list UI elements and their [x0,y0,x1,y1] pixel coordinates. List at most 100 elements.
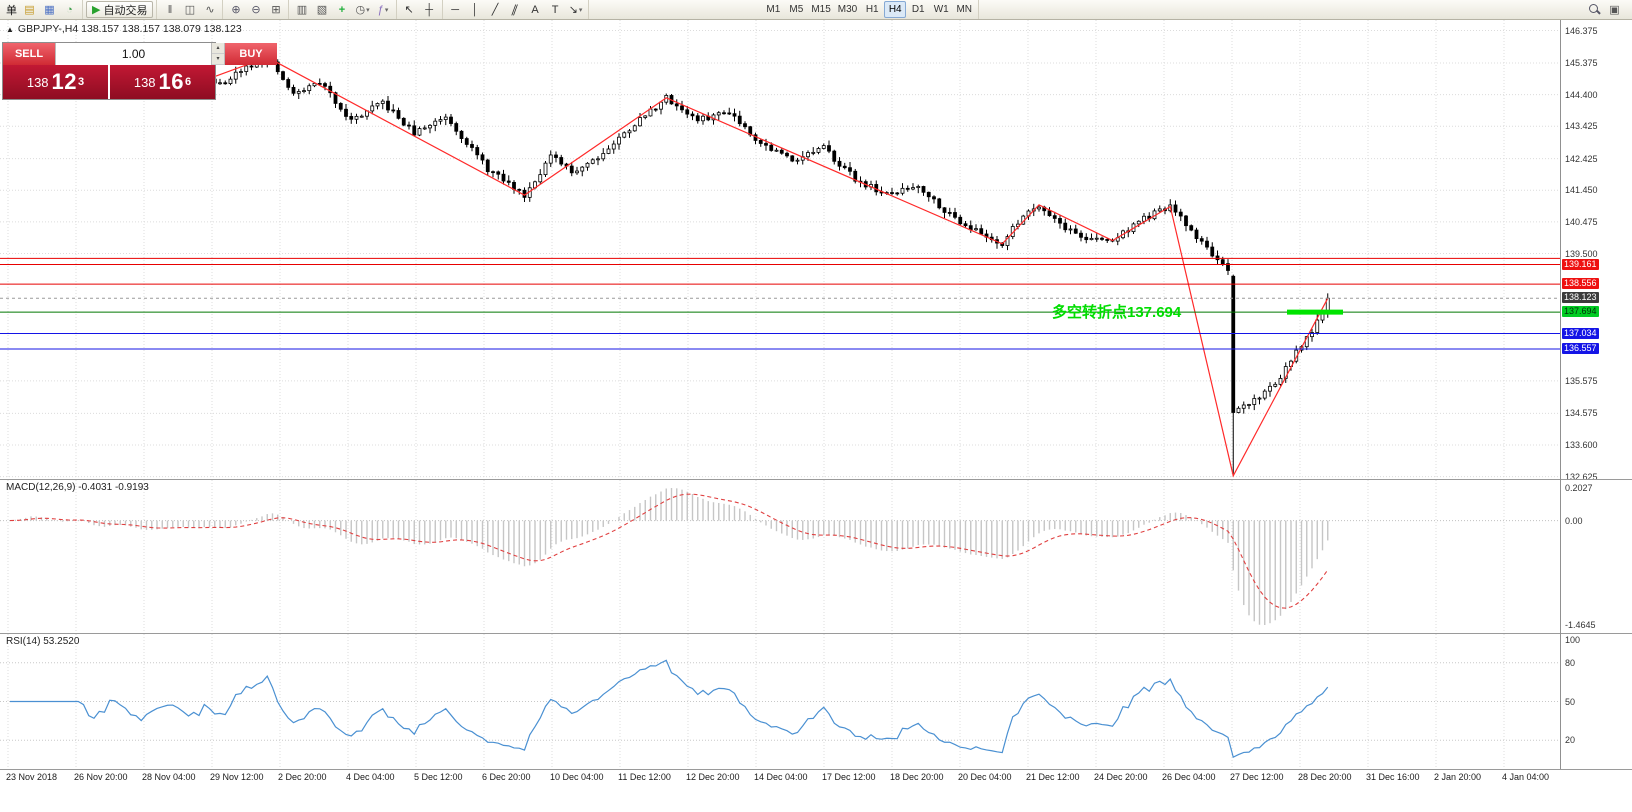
line-chart-icon[interactable]: ∿ [205,4,215,16]
crosshair-icon[interactable]: ┼ [425,3,433,16]
cursor-group: ↖ ┼ [397,0,443,19]
tf-m1-button[interactable]: M1 [766,4,781,15]
panel-separator[interactable] [0,633,1632,634]
volume-input[interactable] [56,43,211,65]
time-axis-label: 10 Dec 04:00 [550,772,604,782]
time-axis-label: 20 Dec 04:00 [958,772,1012,782]
buy-price-display[interactable]: 138 16 6 [110,65,215,99]
search-icon[interactable] [1585,1,1604,18]
autotrading-button[interactable]: ▶ 自动交易 [86,1,154,18]
tf-h4-button[interactable]: H4 [884,1,907,18]
axis-tick-label: 146.375 [1565,25,1598,36]
panel-separator[interactable] [0,479,1632,480]
tf-m5-button[interactable]: M5 [789,4,804,15]
time-axis-label: 29 Nov 12:00 [210,772,264,782]
arrows-icon[interactable]: ↘ ▾ [568,4,583,16]
time-axis-label: 28 Nov 04:00 [142,772,196,782]
axis-tick-label: 144.400 [1565,89,1598,100]
tf-m30-button[interactable]: M30 [837,4,858,15]
chart-window-icon[interactable]: ▦ [44,4,55,16]
tile-windows-icon[interactable]: ▥ [296,4,308,16]
time-axis-label: 26 Nov 20:00 [74,772,128,782]
axis-tick-label: 145.375 [1565,57,1598,68]
grid-icon[interactable]: ⊞ [271,4,281,16]
new-chart-icon[interactable]: + [338,3,346,16]
axis-tick-label: 143.425 [1565,121,1598,132]
tf-h1-button[interactable]: H1 [865,4,879,15]
zoom-out-icon[interactable]: ⊖ [251,4,261,16]
time-axis-label: 14 Dec 04:00 [754,772,808,782]
price-label-box: 136.557 [1562,343,1599,355]
rsi-panel[interactable]: RSI(14) 53.2520 100 80 50 20 [0,634,1632,769]
axis-tick-label: 135.575 [1565,375,1598,386]
axis-tick-label: 100 [1565,635,1581,645]
buy-button[interactable]: BUY [225,43,277,65]
autotrading-group: ▶ 自动交易 [83,0,158,19]
time-axis-label: 28 Dec 20:00 [1298,772,1352,782]
right-group: ▣ [1582,0,1627,19]
quick-nav-icon[interactable]: ▣ [1609,4,1620,16]
time-axis-label: 4 Jan 04:00 [1502,772,1550,782]
buy-price-main: 16 [158,69,185,94]
tf-m15-button[interactable]: M15 [811,4,831,15]
sell-button[interactable]: SELL [3,43,55,65]
volume-up-icon[interactable]: ▴ [212,43,224,54]
text-icon[interactable]: A [531,3,539,16]
axis-tick-label: 80 [1565,657,1576,668]
rsi-chart-svg[interactable] [0,634,1632,769]
market-watch-icon[interactable]: ◔ [66,3,73,16]
tf-mn-button[interactable]: MN [956,4,973,15]
price-label-box: 138.556 [1562,278,1599,290]
sell-price-main: 12 [51,69,78,94]
cascade-windows-icon[interactable]: ▧ [316,4,328,16]
price-label-box: 139.161 [1562,258,1599,270]
axis-tick-label: 20 [1565,735,1576,746]
time-axis-label: 5 Dec 12:00 [414,772,463,782]
time-axis-label: 23 Nov 2018 [6,772,58,782]
new-order-icon[interactable]: ▤ [24,4,35,16]
price-label-box: 137.694 [1562,306,1599,318]
macd-label: MACD(12,26,9) -0.4031 -0.9193 [6,482,149,493]
time-axis-label: 18 Dec 20:00 [890,772,944,782]
price-label-box: 138.123 [1562,292,1599,304]
zoom-in-icon[interactable]: ⊕ [231,4,241,16]
cursor-icon[interactable]: ↖ [404,4,414,16]
rsi-label: RSI(14) 53.2520 [6,636,80,647]
axis-tick-label: 142.425 [1565,153,1598,164]
trendline-icon[interactable]: ╱ [491,4,499,16]
tf-d1-button[interactable]: D1 [911,4,925,15]
collapse-arrow-icon[interactable]: ▲ [6,25,14,34]
time-axis-label: 2 Jan 20:00 [1434,772,1482,782]
channel-icon[interactable]: ∥ [509,4,520,16]
axis-tick-label: -1.4645 [1565,620,1596,630]
macd-panel[interactable]: MACD(12,26,9) -0.4031 -0.9193 0.2027 0.00… [0,480,1632,633]
sell-price-pip: 3 [78,76,85,88]
period-icon[interactable]: ◷ ▾ [355,4,370,16]
hline-icon[interactable]: ─ [451,3,459,16]
buy-price-pip: 6 [185,76,192,88]
tf-w1-button[interactable]: W1 [933,4,949,15]
axis-tick-label: 133.600 [1565,439,1598,450]
price-label-box: 137.034 [1562,327,1599,339]
candlestick-icon[interactable]: ◫ [184,4,196,16]
order-partial-label: 单 [6,4,17,17]
axis-tick-label: 134.575 [1565,408,1598,419]
vline-icon[interactable]: │ [471,3,479,16]
windows-group: ▥ ▧ + ◷ ▾ ƒ ▾ [289,0,397,19]
macd-chart-svg[interactable] [0,480,1632,633]
volume-field[interactable]: ▴ ▾ [55,43,225,65]
indicators-icon[interactable]: ƒ ▾ [377,3,389,16]
sell-price-prefix: 138 [26,74,49,90]
time-axis-label: 26 Dec 04:00 [1162,772,1216,782]
time-axis-label: 4 Dec 04:00 [346,772,395,782]
symbol-ohlc-text: GBPJPY-,H4 138.157 138.157 138.079 138.1… [17,23,242,35]
pivot-annotation-text: 多空转折点137.694 [1052,304,1182,321]
price-chart-svg[interactable] [0,20,1632,479]
label-icon[interactable]: T [551,3,559,16]
volume-spinner[interactable]: ▴ ▾ [211,43,224,65]
main-chart-panel[interactable]: 146.375 145.375 144.400 143.425 142.425 141.4… [0,20,1632,479]
sell-price-display[interactable]: 138 12 3 [3,65,108,99]
volume-down-icon[interactable]: ▾ [212,54,224,65]
ohlc-bars-icon[interactable]: ‖ [167,3,173,16]
